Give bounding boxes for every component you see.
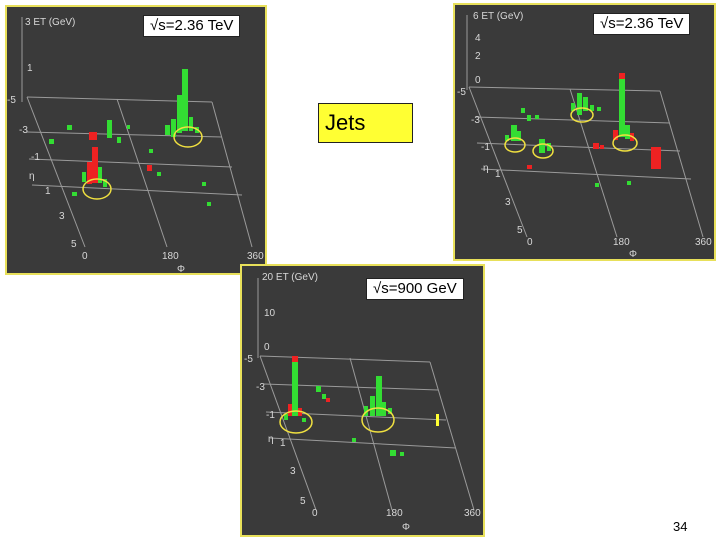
jet-ring bbox=[532, 143, 554, 159]
eta-tick-3: 1 bbox=[280, 438, 286, 449]
eta-tick-0: -5 bbox=[457, 87, 466, 98]
phi-axis-label: Φ bbox=[177, 264, 185, 275]
jets-label: Jets bbox=[318, 103, 413, 143]
eta-tick-5: 5 bbox=[517, 225, 523, 236]
et-tick-0: 10 bbox=[264, 308, 276, 319]
energy-label: √s=2.36 TeV bbox=[143, 15, 241, 37]
eta-tick-3: 1 bbox=[495, 169, 501, 180]
page-number: 34 bbox=[673, 519, 688, 534]
jet-ring bbox=[612, 134, 638, 152]
jet-ring bbox=[279, 410, 313, 434]
eta-tick-1: -3 bbox=[471, 115, 480, 126]
phi-tick-0: 0 bbox=[82, 251, 88, 262]
eta-tick-1: -3 bbox=[256, 382, 265, 393]
lego-plot-bottom: 20 ET (GeV) 10 0 -5 -3 -1 1 3 5 η 0 180 … bbox=[244, 272, 481, 533]
eta-tick-4: 3 bbox=[59, 211, 65, 222]
jet-ring bbox=[504, 137, 526, 153]
et-tick-2: 0 bbox=[475, 75, 481, 86]
phi-tick-0: 0 bbox=[527, 237, 533, 248]
phi-tick-0: 0 bbox=[312, 508, 318, 519]
eta-tick-4: 3 bbox=[290, 466, 296, 477]
et-axis-label: 6 ET (GeV) bbox=[473, 11, 523, 22]
eta-axis-label: η bbox=[483, 163, 489, 174]
eta-tick-2: -1 bbox=[481, 142, 490, 153]
eta-axis-label: η bbox=[268, 434, 274, 445]
eta-tick-5: 5 bbox=[300, 496, 306, 507]
event-display-top-left: 3 ET (GeV) 1 -5 -3 -1 1 3 5 η 0 180 360 … bbox=[5, 5, 267, 275]
eta-tick-4: 3 bbox=[505, 197, 511, 208]
phi-axis-label: Φ bbox=[402, 522, 410, 533]
et-axis-label: 3 ET (GeV) bbox=[25, 17, 75, 28]
grid-lines bbox=[21, 17, 253, 248]
eta-tick-2: -1 bbox=[31, 152, 40, 163]
towers bbox=[505, 73, 661, 187]
towers bbox=[49, 69, 211, 206]
eta-axis-label: η bbox=[29, 171, 35, 182]
phi-tick-2: 360 bbox=[464, 508, 481, 519]
phi-tick-1: 180 bbox=[386, 508, 403, 519]
et-axis-label: 20 ET (GeV) bbox=[262, 272, 318, 283]
grid-lines bbox=[466, 15, 704, 238]
jet-ring bbox=[570, 107, 594, 123]
eta-tick-0: -5 bbox=[7, 95, 16, 106]
jet-ring bbox=[173, 126, 203, 148]
et-tick-1: 0 bbox=[264, 342, 270, 353]
eta-tick-5: 5 bbox=[71, 239, 77, 250]
et-tick-1: 2 bbox=[475, 51, 481, 62]
grid-lines bbox=[257, 278, 475, 511]
phi-axis-label: Φ bbox=[629, 249, 637, 260]
eta-tick-3: 1 bbox=[45, 186, 51, 197]
towers bbox=[284, 356, 439, 456]
event-display-bottom: 20 ET (GeV) 10 0 -5 -3 -1 1 3 5 η 0 180 … bbox=[240, 264, 485, 537]
phi-tick-1: 180 bbox=[613, 237, 630, 248]
jet-ring bbox=[82, 178, 112, 200]
eta-tick-1: -3 bbox=[19, 125, 28, 136]
jet-ring bbox=[361, 407, 395, 433]
lego-plot-top-left: 3 ET (GeV) 1 -5 -3 -1 1 3 5 η 0 180 360 … bbox=[7, 17, 264, 275]
phi-tick-2: 360 bbox=[247, 251, 264, 262]
energy-label: √s=2.36 TeV bbox=[593, 13, 691, 35]
lego-plot-top-right: 6 ET (GeV) 4 2 0 -5 -3 -1 1 3 5 η 0 180 … bbox=[457, 11, 712, 260]
event-display-top-right: 6 ET (GeV) 4 2 0 -5 -3 -1 1 3 5 η 0 180 … bbox=[453, 3, 716, 261]
et-tick-0: 4 bbox=[475, 33, 481, 44]
phi-tick-2: 360 bbox=[695, 237, 712, 248]
phi-tick-1: 180 bbox=[162, 251, 179, 262]
eta-tick-0: -5 bbox=[244, 354, 253, 365]
eta-tick-2: -1 bbox=[266, 410, 275, 421]
energy-label: √s=900 GeV bbox=[366, 278, 464, 300]
et-tick-1: 1 bbox=[27, 63, 33, 74]
